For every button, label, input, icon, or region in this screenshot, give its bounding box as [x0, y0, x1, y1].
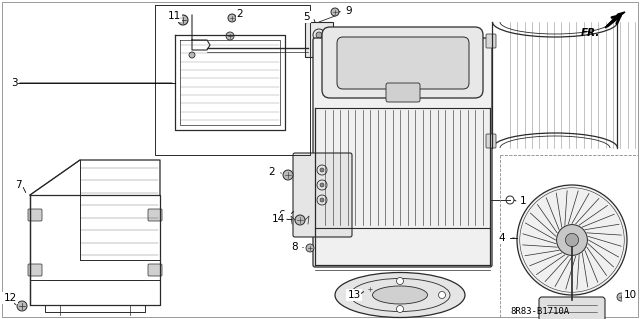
Circle shape	[316, 32, 322, 38]
Text: 8: 8	[292, 242, 298, 252]
Circle shape	[438, 292, 445, 299]
Ellipse shape	[335, 272, 465, 317]
Text: 14: 14	[271, 214, 285, 224]
Text: 8R83-B1710A: 8R83-B1710A	[510, 308, 569, 316]
Circle shape	[178, 15, 188, 25]
FancyBboxPatch shape	[293, 153, 352, 237]
Bar	[305, 22, 333, 57]
Circle shape	[17, 301, 27, 311]
Circle shape	[283, 170, 293, 180]
FancyBboxPatch shape	[539, 297, 605, 319]
Text: 3: 3	[11, 78, 17, 88]
FancyBboxPatch shape	[28, 264, 42, 276]
Circle shape	[228, 14, 236, 22]
FancyBboxPatch shape	[486, 134, 496, 148]
Circle shape	[331, 8, 339, 16]
Circle shape	[355, 292, 362, 299]
Circle shape	[320, 183, 324, 187]
Text: 2: 2	[269, 167, 275, 177]
FancyBboxPatch shape	[486, 34, 496, 48]
Text: 9: 9	[346, 6, 352, 16]
Circle shape	[617, 293, 625, 301]
Polygon shape	[605, 12, 625, 28]
Circle shape	[320, 198, 324, 202]
Circle shape	[397, 306, 403, 313]
Text: 7: 7	[15, 180, 21, 190]
Circle shape	[565, 234, 579, 247]
Circle shape	[397, 278, 403, 285]
FancyBboxPatch shape	[148, 264, 162, 276]
FancyBboxPatch shape	[28, 209, 42, 221]
FancyBboxPatch shape	[337, 37, 469, 89]
Circle shape	[295, 215, 305, 225]
FancyBboxPatch shape	[313, 38, 492, 267]
Circle shape	[306, 244, 314, 252]
Text: FR.: FR.	[580, 28, 600, 38]
Text: 6: 6	[278, 210, 285, 220]
Text: 11: 11	[168, 11, 180, 21]
Ellipse shape	[372, 286, 428, 304]
Text: 10: 10	[623, 290, 637, 300]
Text: 4: 4	[499, 233, 506, 243]
Text: 13: 13	[348, 290, 360, 300]
Circle shape	[226, 32, 234, 40]
FancyBboxPatch shape	[148, 209, 162, 221]
FancyBboxPatch shape	[322, 27, 483, 98]
Text: 5: 5	[304, 12, 310, 22]
Circle shape	[366, 285, 374, 293]
Circle shape	[189, 52, 195, 58]
Circle shape	[557, 225, 588, 256]
Text: 2: 2	[237, 9, 243, 19]
Circle shape	[320, 168, 324, 172]
Text: 12: 12	[3, 293, 17, 303]
Text: 1: 1	[520, 196, 526, 206]
FancyBboxPatch shape	[386, 83, 420, 102]
Circle shape	[517, 185, 627, 295]
